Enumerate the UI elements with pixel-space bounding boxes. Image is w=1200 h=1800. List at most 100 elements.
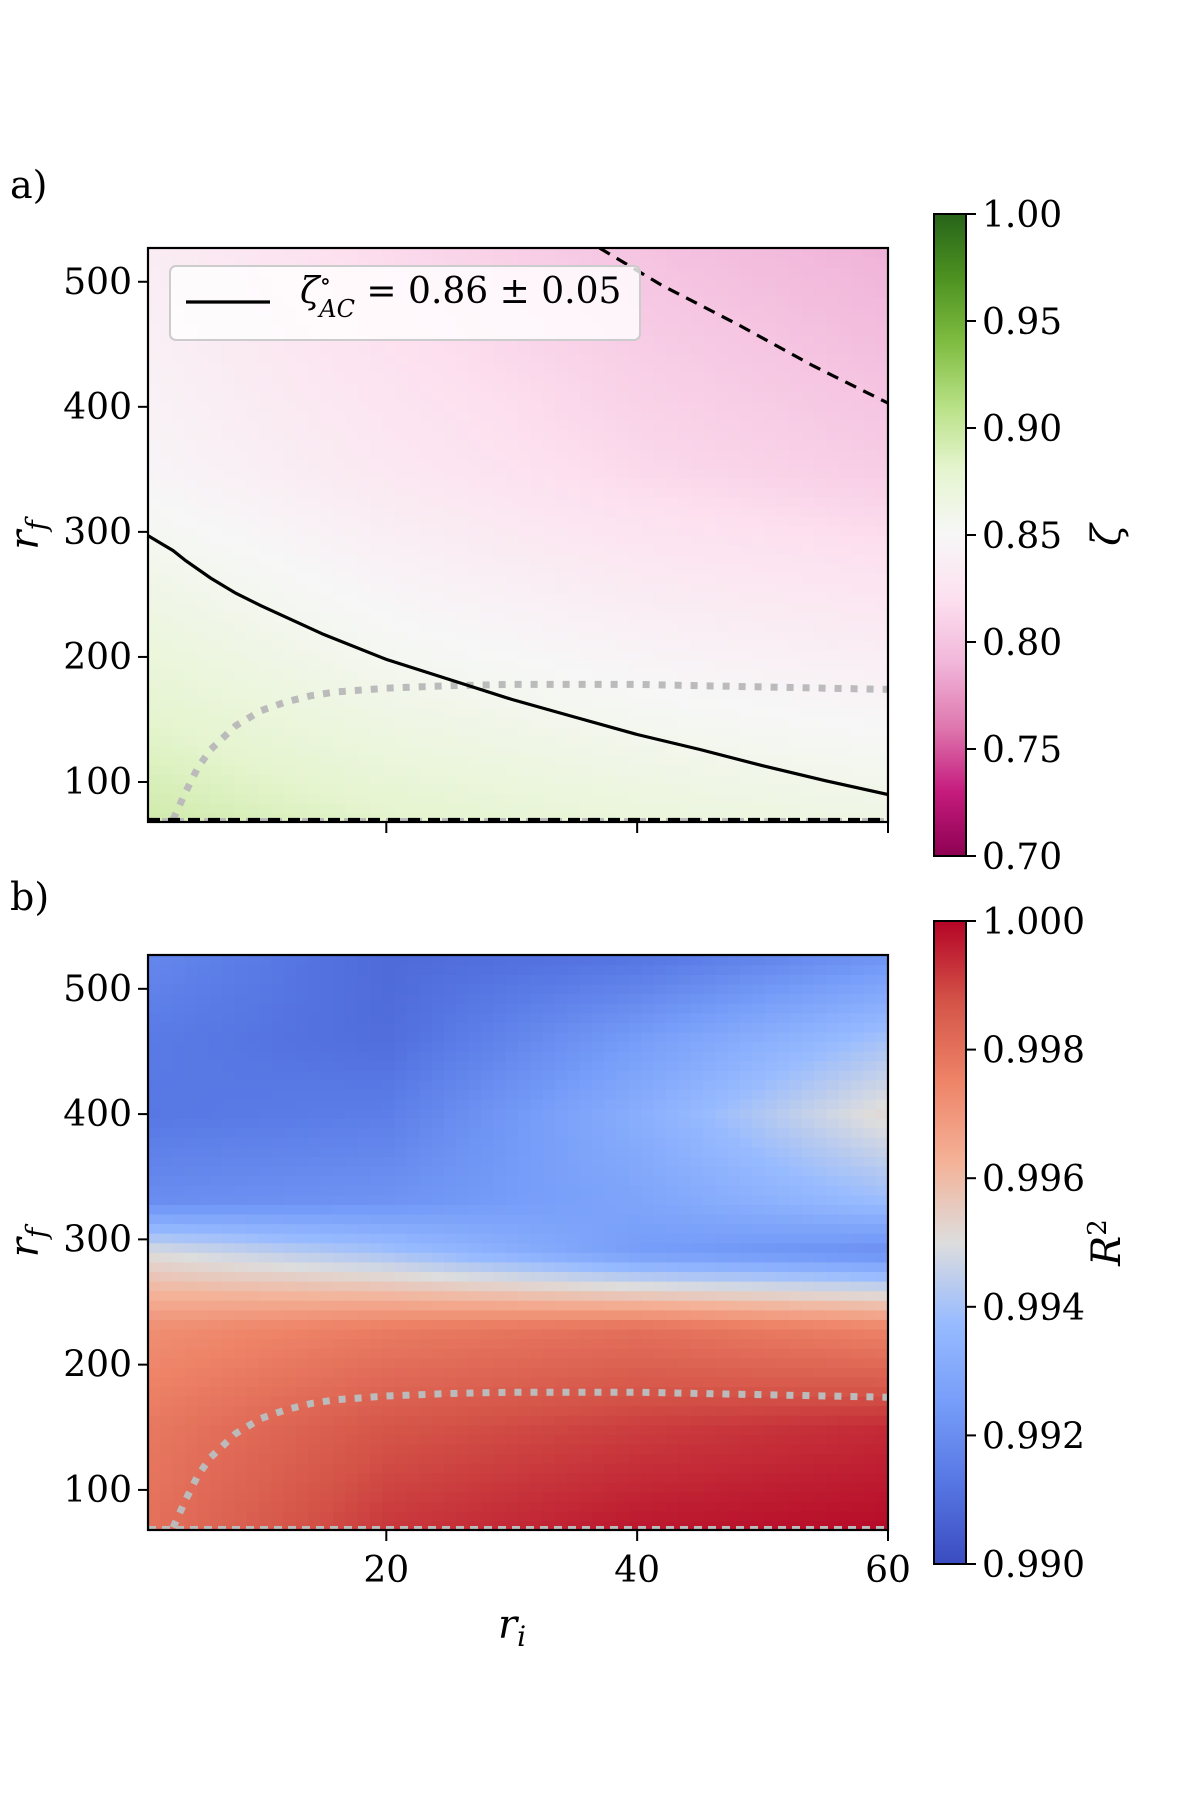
heatmap-cell xyxy=(863,362,877,374)
heatmap-cell xyxy=(222,745,236,756)
heatmap-cell xyxy=(579,601,593,613)
heatmap-cell xyxy=(320,448,334,460)
heatmap-cell xyxy=(518,1386,532,1397)
heatmap-cell xyxy=(185,1501,199,1512)
heatmap-cell xyxy=(148,314,162,326)
heatmap-cell xyxy=(259,1510,273,1522)
heatmap-cell xyxy=(407,688,421,699)
heatmap-cell xyxy=(777,688,791,699)
heatmap-cell xyxy=(801,649,815,661)
heatmap-cell xyxy=(185,1309,199,1320)
heatmap-cell xyxy=(308,793,322,804)
heatmap-cell xyxy=(838,812,852,822)
heatmap-cell xyxy=(481,726,495,737)
heatmap-cell xyxy=(160,707,174,718)
heatmap-cell xyxy=(764,276,778,288)
heatmap-cell xyxy=(431,410,445,421)
heatmap-cell xyxy=(382,688,396,699)
heatmap-cell xyxy=(777,1482,791,1493)
heatmap-cell xyxy=(838,802,852,814)
heatmap-cell xyxy=(789,429,803,441)
heatmap-cell xyxy=(357,745,371,756)
heatmap-cell xyxy=(752,381,766,393)
heatmap-cell xyxy=(616,458,630,469)
heatmap-cell xyxy=(308,248,322,259)
heatmap-cell xyxy=(148,1357,162,1368)
heatmap-cell xyxy=(641,487,655,498)
heatmap-cell xyxy=(481,1338,495,1349)
heatmap-cell xyxy=(851,1395,865,1407)
heatmap-cell xyxy=(740,668,754,680)
heatmap-cell xyxy=(579,755,593,766)
heatmap-cell xyxy=(320,1376,334,1388)
heatmap-cell xyxy=(764,391,778,402)
heatmap-cell xyxy=(740,410,754,421)
heatmap-cell xyxy=(703,659,717,670)
heatmap-cell xyxy=(666,1520,680,1530)
heatmap-cell xyxy=(641,707,655,718)
heatmap-cell xyxy=(777,391,791,402)
heatmap-cell xyxy=(345,1510,359,1522)
heatmap-cell xyxy=(234,621,248,632)
heatmap-cell xyxy=(863,630,877,642)
heatmap-cell xyxy=(690,506,704,517)
heatmap-cell xyxy=(801,745,815,756)
heatmap-cell xyxy=(727,812,741,822)
heatmap-cell xyxy=(666,630,680,642)
heatmap-cell xyxy=(555,458,569,469)
heatmap-cell xyxy=(382,448,396,460)
heatmap-cell xyxy=(345,1338,359,1349)
heatmap-cell xyxy=(604,1510,618,1522)
heatmap-cell xyxy=(518,515,532,527)
heatmap-cell xyxy=(715,793,729,804)
heatmap-cell xyxy=(259,1367,273,1378)
colorbar-tick-label: 0.85 xyxy=(982,516,1062,557)
heatmap-cell xyxy=(801,1462,815,1474)
heatmap-cell xyxy=(197,649,211,661)
heatmap-cell xyxy=(567,678,581,689)
heatmap-cell xyxy=(604,1443,618,1455)
heatmap-cell xyxy=(530,506,544,517)
heatmap-cell xyxy=(333,1424,347,1435)
heatmap-cell xyxy=(616,592,630,603)
heatmap-cell xyxy=(234,468,248,479)
heatmap-cell xyxy=(814,410,828,421)
heatmap-cell xyxy=(148,668,162,680)
heatmap-cell xyxy=(666,1462,680,1474)
heatmap-cell xyxy=(715,248,729,259)
heatmap-cell xyxy=(345,458,359,469)
heatmap-cell xyxy=(308,420,322,431)
heatmap-cell xyxy=(197,592,211,603)
gray-dotted-curve xyxy=(169,680,888,821)
heatmap-cell xyxy=(703,774,717,785)
heatmap-cell xyxy=(308,429,322,441)
heatmap-cell xyxy=(777,544,791,555)
heatmap-cell xyxy=(407,1415,421,1426)
heatmap-cell xyxy=(283,506,297,517)
heatmap-cell xyxy=(431,688,445,699)
heatmap-cell xyxy=(308,554,322,565)
heatmap-cell xyxy=(222,496,236,508)
heatmap-cell xyxy=(505,362,519,374)
heatmap-cell xyxy=(419,439,433,450)
heatmap-cell xyxy=(752,372,766,383)
heatmap-cell xyxy=(690,257,704,268)
heatmap-cell xyxy=(690,468,704,479)
heatmap-cell xyxy=(666,477,680,488)
heatmap-cell xyxy=(320,429,334,441)
heatmap-cell xyxy=(740,267,754,278)
heatmap-cell xyxy=(641,582,655,594)
heatmap-cell xyxy=(851,448,865,460)
heatmap-cell xyxy=(604,1338,618,1349)
heatmap-cell xyxy=(345,592,359,603)
heatmap-cell xyxy=(382,1424,396,1435)
heatmap-cell xyxy=(777,735,791,747)
heatmap-cell xyxy=(148,688,162,699)
heatmap-cell xyxy=(222,649,236,661)
heatmap-cell xyxy=(222,601,236,613)
heatmap-cell xyxy=(468,1424,482,1435)
heatmap-cell xyxy=(382,391,396,402)
heatmap-cell xyxy=(160,439,174,450)
heatmap-cell xyxy=(419,401,433,412)
heatmap-cell xyxy=(678,592,692,603)
